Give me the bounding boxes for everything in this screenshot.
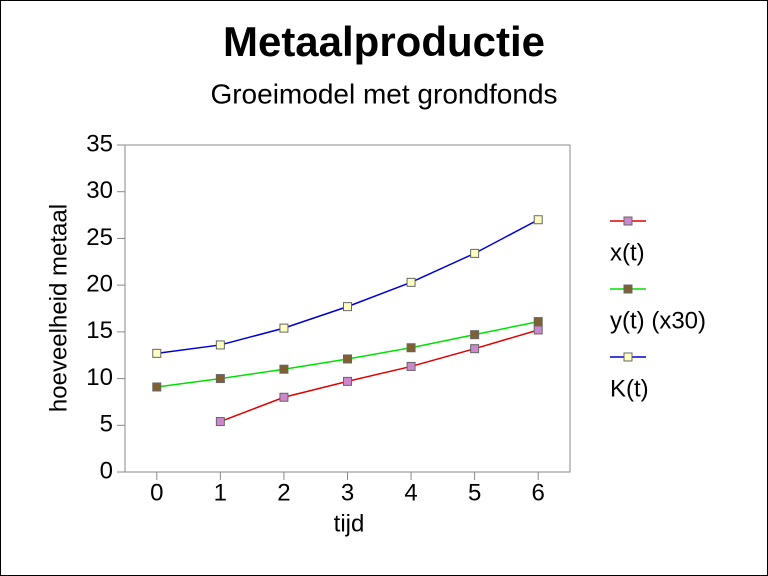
data-point <box>343 302 352 312</box>
y-axis-label: hoeveelheid metaal <box>45 204 72 412</box>
y-tick-label: 20 <box>86 270 113 297</box>
data-point <box>343 354 352 364</box>
data-point <box>470 330 480 340</box>
data-point <box>533 215 543 225</box>
data-point <box>152 348 162 358</box>
y-tick-label: 0 <box>100 457 113 484</box>
data-point <box>343 376 352 386</box>
y-tick-label: 25 <box>86 224 113 251</box>
data-point <box>215 340 225 350</box>
x-tick-label: 6 <box>532 479 545 506</box>
legend-marker <box>623 216 633 226</box>
series-line <box>220 329 539 423</box>
data-point <box>470 248 480 258</box>
data-point <box>215 374 225 384</box>
chart-title: Metaalproductie <box>223 18 545 65</box>
x-axis-label: tijd <box>334 510 365 537</box>
data-point <box>152 382 162 392</box>
data-point <box>279 392 289 402</box>
legend-marker <box>623 284 633 294</box>
data-point <box>406 361 416 371</box>
x-tick-label: 0 <box>150 479 163 506</box>
data-point <box>215 417 225 427</box>
legend-label: x(t) <box>610 239 645 266</box>
x-tick-label: 5 <box>468 479 481 506</box>
data-point <box>406 277 416 287</box>
legend-label: y(t) (x30) <box>610 307 706 334</box>
y-tick-label: 10 <box>86 364 113 391</box>
y-tick-label: 35 <box>86 130 113 157</box>
legend-label: K(t) <box>610 375 649 402</box>
legend-marker <box>623 352 633 362</box>
data-point <box>470 344 480 354</box>
data-point <box>533 317 543 327</box>
data-point <box>279 323 289 333</box>
x-tick-label: 1 <box>214 479 227 506</box>
chart-subtitle: Groeimodel met grondfonds <box>210 78 557 109</box>
data-point <box>406 343 416 353</box>
y-tick-label: 5 <box>100 411 113 438</box>
x-tick-label: 3 <box>341 479 354 506</box>
data-point <box>533 325 543 335</box>
y-tick-label: 15 <box>86 317 113 344</box>
y-tick-label: 30 <box>86 177 113 204</box>
data-point <box>279 364 289 374</box>
x-tick-label: 2 <box>277 479 290 506</box>
x-tick-label: 4 <box>404 479 417 506</box>
